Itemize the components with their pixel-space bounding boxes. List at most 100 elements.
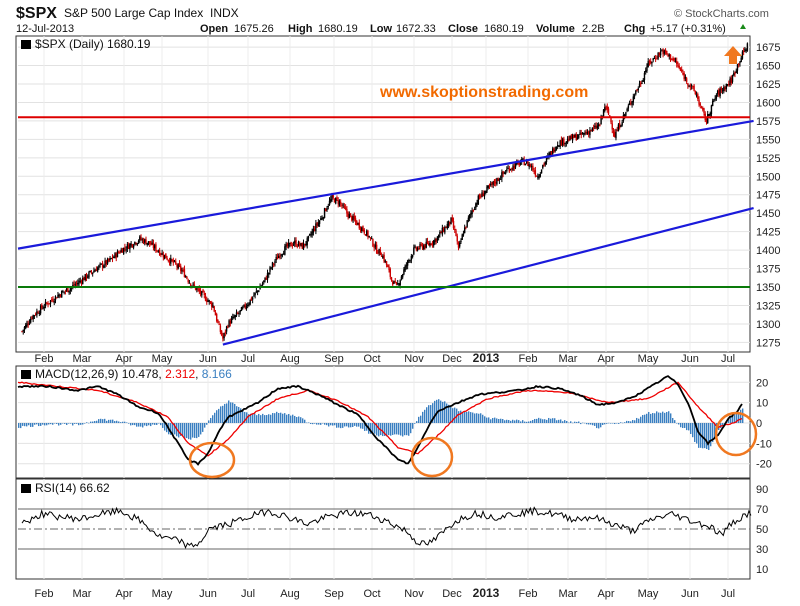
price-candle-body (69, 288, 72, 291)
macd-hist-bar (526, 421, 528, 424)
price-candle-body (410, 255, 413, 261)
rsi-line (21, 506, 752, 550)
price-candle-body (473, 208, 476, 210)
price-candle-body (440, 232, 442, 234)
macd-hist-bar (136, 423, 138, 427)
macd-hist-bar (48, 423, 50, 425)
macd-hist-bar (24, 423, 26, 427)
macd-hist-bar (162, 423, 164, 428)
x-tick-label: May (638, 588, 659, 600)
price-candle-body (483, 193, 486, 197)
price-candle-body (172, 259, 174, 263)
macd-highlight-circle-nov (410, 436, 454, 478)
price-candle-body (219, 325, 222, 332)
price-candle-body (243, 304, 245, 307)
x-tick-label: Feb (35, 353, 54, 365)
price-candle-body (461, 234, 463, 240)
price-candle-body (339, 201, 342, 204)
price-candle-body (265, 278, 267, 280)
price-candle-body (166, 258, 168, 260)
price-candle-body (452, 220, 455, 228)
price-overlay-lines (17, 116, 754, 346)
price-candle-body (126, 244, 129, 249)
macd-hist-bar (624, 422, 626, 424)
macd-hist-bar (576, 421, 578, 424)
price-candle-body (188, 282, 191, 284)
macd-hist-bar (554, 418, 556, 424)
macd-hist-bar (306, 422, 308, 424)
price-candle-body (342, 204, 344, 206)
price-candle-body (82, 277, 84, 284)
price-candle-body (105, 260, 108, 265)
price-candle-body (442, 228, 445, 232)
price-candle-body (254, 292, 256, 296)
macd-hist-bar (682, 423, 684, 429)
macd-hist-bar (154, 423, 156, 425)
price-candle-body (414, 246, 416, 248)
macd-hist-bar (250, 413, 252, 424)
macd-hist-bar (734, 413, 736, 424)
price-candle-body (476, 202, 478, 205)
price-candle-body (317, 222, 320, 226)
price-candle-body (52, 299, 54, 302)
macd-hist-bar (212, 415, 214, 424)
price-candle-body (700, 106, 703, 108)
x-tick-label: Jul (721, 353, 735, 365)
price-candle-body (225, 326, 228, 332)
price-candle-body (710, 105, 713, 115)
macd-hist-bar (276, 411, 278, 424)
price-candle-body (693, 85, 695, 92)
price-candle-body (620, 125, 622, 127)
macd-hist-bar (602, 423, 604, 425)
macd-hist-bar (632, 420, 634, 424)
price-candle-body (67, 287, 69, 293)
price-candle-body (375, 244, 378, 254)
price-candle-body (253, 295, 255, 297)
macd-hist-bar (200, 423, 202, 435)
macd-hist-bar (684, 423, 686, 428)
macd-hist-bar (486, 417, 488, 424)
price-candle-body (492, 181, 494, 185)
macd-hist-bar (654, 413, 656, 424)
price-candle-body (181, 270, 183, 272)
price-candle-body (424, 244, 426, 248)
macd-hist-bar (242, 410, 244, 424)
macd-hist-bar (742, 408, 744, 424)
price-candle-body (168, 260, 171, 264)
macd-hist-bar (186, 423, 188, 439)
price-candle-body (738, 63, 740, 65)
macd-hist-bar (706, 423, 708, 450)
macd-hist-bar (730, 415, 732, 424)
macd-hist-bar (308, 422, 310, 424)
macd-hist-bar (562, 421, 564, 424)
macd-hist-bar (324, 423, 326, 425)
price-candle-body (555, 146, 558, 151)
macd-hist-bar (40, 423, 42, 426)
macd-hist-bar (354, 423, 356, 426)
price-candle-body (667, 54, 669, 56)
price-grid (18, 36, 750, 352)
macd-hist-bar (244, 411, 246, 424)
price-candle-body (373, 247, 375, 249)
symbol: $SPX (16, 5, 57, 22)
price-candle-body (630, 102, 632, 104)
price-candle-body (511, 168, 513, 170)
macd-hist-bar (452, 408, 454, 424)
price-y-tick: 1325 (756, 300, 780, 312)
macd-hist-bar (332, 423, 334, 426)
price-candle-body (325, 209, 327, 212)
macd-hist-bar (266, 415, 268, 424)
price-candle-body (382, 256, 384, 258)
price-candle-body (312, 228, 315, 233)
price-candle-body (444, 227, 446, 233)
macd-hist-bar (236, 406, 238, 424)
price-candle-body (289, 242, 291, 244)
macd-hist-bar (182, 423, 184, 437)
price-candle-body (72, 285, 74, 287)
macd-hist-bar (164, 423, 166, 431)
price-candle-body (383, 254, 385, 262)
price-y-tick: 1650 (756, 61, 780, 73)
rsi-grid (18, 479, 750, 579)
macd-hist-bar (362, 423, 364, 429)
macd-hist-bar (546, 419, 548, 424)
